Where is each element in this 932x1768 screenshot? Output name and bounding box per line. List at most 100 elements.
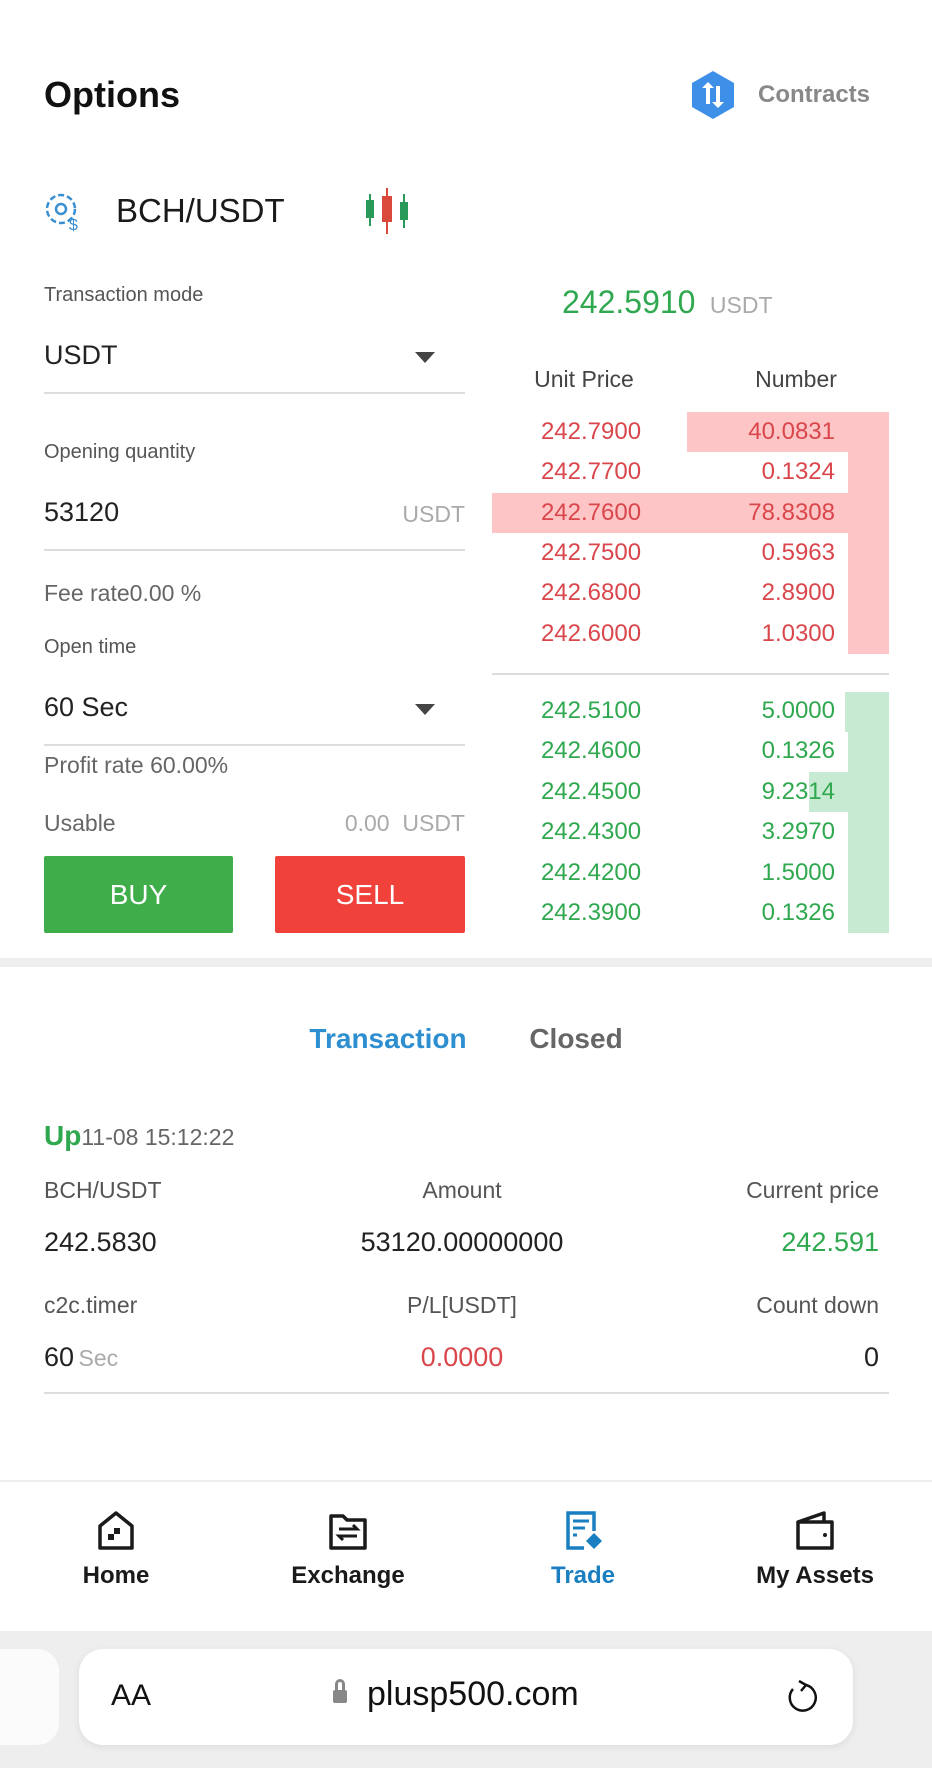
order-price: 242.7700	[540, 458, 642, 486]
nav-my-assets[interactable]: My Assets	[725, 1510, 905, 1590]
reload-icon[interactable]	[784, 1679, 820, 1717]
order-number: 1.5000	[761, 858, 835, 886]
divider	[44, 392, 465, 394]
pair-label: BCH/USDT	[44, 1177, 162, 1203]
order-number: 2.8900	[761, 579, 835, 607]
transaction-mode-label: Transaction mode	[44, 284, 204, 306]
timer-unit: Sec	[78, 1345, 119, 1371]
current-price-label: Current price	[746, 1177, 879, 1203]
bid-depth-bar	[809, 772, 889, 812]
tab-closed[interactable]: Closed	[529, 1023, 623, 1054]
timer-number: 60	[44, 1342, 75, 1372]
open-price: 242.5830	[44, 1227, 157, 1257]
order-price: 242.7600	[540, 498, 642, 526]
trade-document-icon	[566, 1511, 602, 1550]
text-size-button[interactable]: AA	[111, 1679, 152, 1712]
order-price: 242.7500	[540, 538, 642, 566]
fee-rate: Fee rate0.00 %	[44, 580, 202, 606]
direction: Up	[44, 1120, 82, 1151]
order-number: 0.1326	[761, 899, 835, 926]
order-price: 242.3900	[540, 899, 642, 926]
order-number: 0.1326	[761, 737, 835, 765]
order-number: 9.2314	[761, 777, 835, 805]
bid-depth-bar	[845, 692, 889, 732]
position-header: Up11-08 15:12:22	[44, 1120, 234, 1152]
candlestick-chart-icon[interactable]	[362, 186, 412, 236]
usable-unit: USDT	[402, 810, 465, 836]
timer-value: 60 Sec	[44, 1342, 118, 1373]
divider	[44, 744, 465, 746]
divider	[44, 549, 465, 551]
tab-transaction[interactable]: Transaction	[309, 1023, 467, 1054]
sell-button[interactable]: SELL	[275, 856, 465, 933]
buy-button[interactable]: BUY	[44, 856, 233, 933]
amount-value: 53120.00000000	[360, 1227, 564, 1257]
nav-label: Trade	[550, 1562, 616, 1589]
nav-label: Exchange	[291, 1562, 405, 1589]
bottom-nav	[0, 1480, 932, 1631]
last-price-value: 242.5910	[562, 284, 696, 320]
order-price: 242.6000	[540, 619, 642, 647]
transaction-mode-select[interactable]: USDT	[44, 340, 465, 380]
nav-label: My Assets	[756, 1562, 874, 1589]
open-time-label: Open time	[44, 636, 137, 658]
address-bar[interactable]: AA plusp500.com	[79, 1649, 853, 1745]
chevron-down-icon	[415, 704, 435, 715]
nav-label: Home	[82, 1562, 150, 1589]
last-price: 242.5910 USDT	[562, 284, 773, 321]
order-price: 242.4300	[540, 818, 642, 846]
profit-rate: Profit rate 60.00%	[44, 752, 229, 778]
countdown-label: Count down	[756, 1292, 879, 1318]
contracts-button[interactable]: Contracts	[690, 70, 870, 120]
exchange-folder-icon	[329, 1514, 367, 1550]
section-separator	[0, 958, 932, 967]
nav-trade[interactable]: Trade	[493, 1510, 673, 1590]
nav-exchange[interactable]: Exchange	[258, 1510, 438, 1590]
timer-label: c2c.timer	[44, 1292, 138, 1318]
col-header-price: Unit Price	[534, 366, 634, 392]
ask-depth-bar	[492, 493, 889, 533]
order-price: 242.6800	[540, 579, 642, 607]
usable-value: 0.00	[344, 810, 390, 836]
wallet-icon	[796, 1511, 834, 1550]
chevron-down-icon	[415, 352, 435, 363]
order-price: 242.5100	[540, 697, 642, 724]
ask-depth-bar	[687, 412, 889, 452]
divider	[44, 1392, 889, 1394]
bid-depth-bar	[848, 692, 889, 933]
usable-label: Usable	[44, 810, 116, 836]
url-text[interactable]: plusp500.com	[367, 1675, 579, 1713]
svg-text:$: $	[69, 217, 78, 232]
opening-quantity-unit: USDT	[402, 501, 465, 527]
order-number: 3.2970	[761, 818, 835, 846]
amount-label: Amount	[422, 1177, 502, 1203]
last-price-unit: USDT	[709, 292, 773, 318]
order-price: 242.4500	[540, 777, 642, 805]
order-number: 1.0300	[761, 619, 835, 647]
pl-label: P/L[USDT]	[407, 1292, 517, 1318]
pair-symbol[interactable]: BCH/USDT	[116, 192, 285, 229]
order-price: 242.4600	[540, 737, 642, 765]
settings-dollar-icon[interactable]: $	[42, 190, 84, 232]
countdown-value: 0	[863, 1342, 879, 1372]
home-icon	[98, 1511, 134, 1550]
usable-balance: 0.00 USDT	[345, 810, 465, 837]
opening-quantity-input[interactable]: 53120 USDT	[44, 497, 465, 537]
nav-home[interactable]: Home	[26, 1510, 206, 1590]
lock-icon	[333, 1679, 347, 1705]
orderbook-divider	[492, 673, 889, 675]
opening-quantity-value: 53120	[44, 497, 120, 527]
order-number: 0.5963	[761, 538, 835, 566]
open-time-value: 60 Sec	[44, 692, 129, 722]
col-header-number: Number	[755, 366, 837, 392]
page-title: Options	[44, 74, 180, 115]
opening-quantity-label: Opening quantity	[44, 441, 196, 463]
position-time: 11-08 15:12:22	[81, 1124, 235, 1150]
order-number: 5.0000	[761, 697, 835, 724]
contracts-label: Contracts	[758, 81, 871, 108]
open-time-select[interactable]: 60 Sec	[44, 692, 465, 732]
order-price: 242.4200	[540, 858, 642, 886]
ask-depth-bar	[848, 412, 889, 654]
order-number: 78.8308	[748, 498, 835, 526]
previous-tab-pill[interactable]	[0, 1649, 59, 1745]
